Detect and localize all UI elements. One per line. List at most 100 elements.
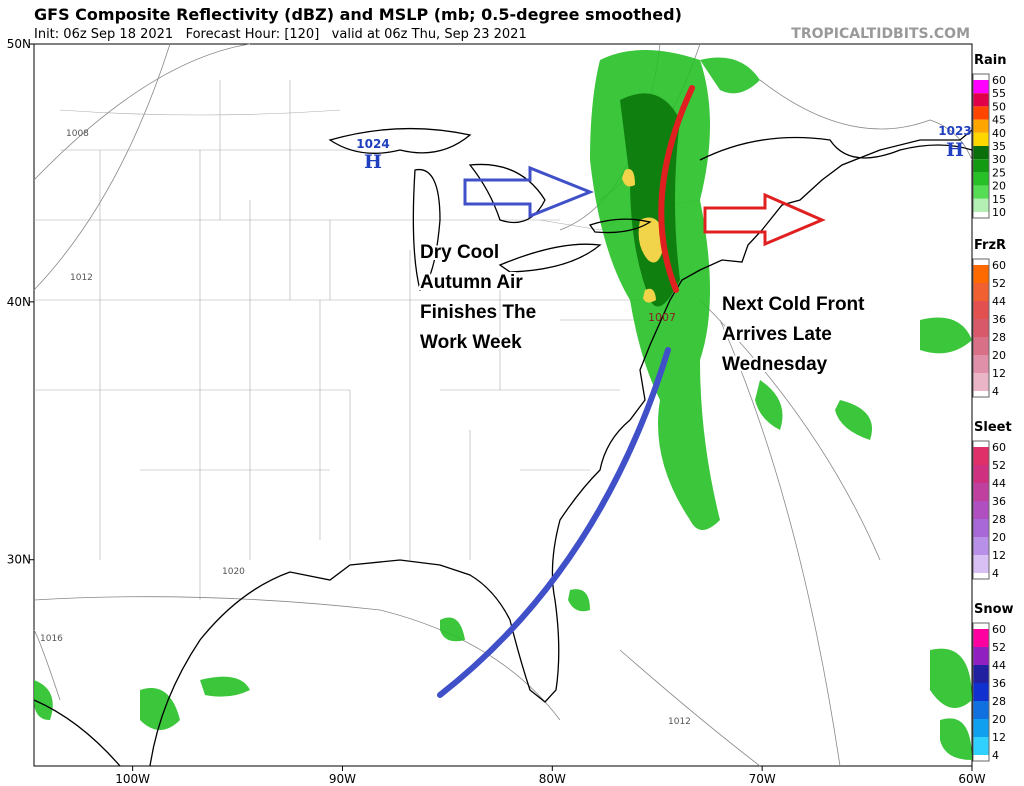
isobar-label: 1008 [66, 129, 89, 139]
legend-label: 60 [992, 623, 1006, 636]
legend-title: Sleet [974, 420, 1012, 435]
coastline [699, 136, 973, 161]
legend-swatch [973, 537, 989, 555]
legend-label: 44 [992, 659, 1006, 672]
legend-label: 36 [992, 677, 1006, 690]
legend-label: 25 [992, 166, 1006, 179]
high-value: 1023 [938, 124, 971, 138]
legend-label: 60 [992, 74, 1006, 87]
legend-swatch [973, 483, 989, 501]
annotation: Work Week [420, 332, 522, 353]
arrow-east [703, 192, 826, 247]
legend-swatch [973, 159, 989, 173]
x-tick-label: 60W [958, 772, 985, 786]
legend-label: 30 [992, 153, 1006, 166]
legend-label: 4 [992, 749, 999, 762]
legend-swatch [973, 319, 989, 337]
y-tick-label: 30N [7, 553, 31, 567]
legend-label: 15 [992, 193, 1006, 206]
legend-label: 52 [992, 277, 1006, 290]
high-symbol: H [946, 139, 964, 161]
color-legends: Rain6055504540353025201510FrzR6052443628… [972, 53, 1014, 762]
warm-air-front [658, 85, 695, 293]
legend-swatch [973, 198, 989, 212]
annotation: Next Cold Front [722, 294, 865, 315]
legend-label: 28 [992, 695, 1006, 708]
legend-label: 44 [992, 477, 1006, 490]
coastline [33, 699, 121, 767]
x-tick-label: 80W [539, 772, 566, 786]
legend-swatch [973, 172, 989, 186]
high-value: 1024 [356, 137, 389, 151]
map-ticks: 100W 90W 80W 70W 60W 50N 40N 30N [7, 37, 986, 786]
legend-swatch [973, 93, 989, 107]
legend-label: 4 [992, 385, 999, 398]
legend-label: 52 [992, 459, 1006, 472]
isobar-label: 1012 [668, 717, 691, 727]
legend-title: FrzR [974, 238, 1006, 253]
subtitle: Init: 06z Sep 18 2021 Forecast Hour: [12… [34, 27, 527, 42]
annotation: Finishes The [420, 302, 536, 323]
legend-label: 20 [992, 349, 1006, 362]
legend-swatch [973, 146, 989, 160]
high-symbol: H [364, 151, 382, 173]
legend-frame [972, 258, 990, 398]
legend-label: 60 [992, 259, 1006, 272]
legend-label: 60 [992, 441, 1006, 454]
legend-swatch [973, 519, 989, 537]
legend-swatch [973, 719, 989, 737]
lake [328, 127, 472, 154]
annotation: Autumn Air [420, 272, 523, 293]
legend-label: 50 [992, 100, 1006, 113]
annotations: Dry Cool Autumn Air Finishes The Work Week N… [418, 240, 867, 377]
x-tick-label: 90W [329, 772, 356, 786]
legend-label: 20 [992, 713, 1006, 726]
arrow-east [463, 165, 595, 219]
legend-swatch [973, 355, 989, 373]
legend-label: 35 [992, 140, 1006, 153]
annotation: Wednesday [722, 354, 828, 375]
legend-title: Rain [974, 53, 1007, 68]
legend-label: 36 [992, 313, 1006, 326]
state-borders [34, 80, 640, 600]
legend-frame [972, 440, 990, 580]
legend-swatch [973, 683, 989, 701]
title: GFS Composite Reflectivity (dBZ) and MSL… [34, 5, 682, 24]
legend-swatch [973, 501, 989, 519]
isobar-label: 1016 [40, 634, 63, 644]
legend-label: 36 [992, 495, 1006, 508]
legend-label: 40 [992, 127, 1006, 140]
cold-front [437, 347, 671, 698]
map-frame [33, 43, 973, 767]
legend-label: 20 [992, 180, 1006, 193]
coastlines [33, 127, 973, 767]
legend-label: 4 [992, 567, 999, 580]
map: 1024 H 1023 H 1008 1012 1020 1016 1007 1… [33, 43, 973, 767]
legend-swatch [973, 465, 989, 483]
legend-swatch [973, 447, 989, 465]
y-tick-label: 40N [7, 295, 31, 309]
legend-swatch [973, 647, 989, 665]
legend-label: 44 [992, 295, 1006, 308]
legend-swatch [973, 132, 989, 146]
legend-title: Snow [974, 602, 1014, 617]
isobar-label: 1020 [222, 567, 245, 577]
legend-swatch [973, 283, 989, 301]
legend-swatch [973, 119, 989, 133]
legend-label: 55 [992, 87, 1006, 100]
legend-label: 20 [992, 531, 1006, 544]
fronts [437, 85, 826, 698]
source: TROPICALTIDBITS.COM [791, 26, 970, 42]
x-tick-label: 100W [115, 772, 150, 786]
legend-label: 45 [992, 114, 1006, 127]
legend-swatch [973, 629, 989, 647]
legend-swatch [973, 185, 989, 199]
legend-swatch [973, 301, 989, 319]
pressure-labels: 1024 H 1023 H 1008 1012 1020 1016 1007 1… [40, 124, 972, 727]
y-tick-label: 50N [7, 37, 31, 51]
annotation: Arrives Late [722, 324, 832, 345]
x-tick-label: 70W [749, 772, 776, 786]
legend-swatch [973, 80, 989, 94]
legend-label: 28 [992, 331, 1006, 344]
